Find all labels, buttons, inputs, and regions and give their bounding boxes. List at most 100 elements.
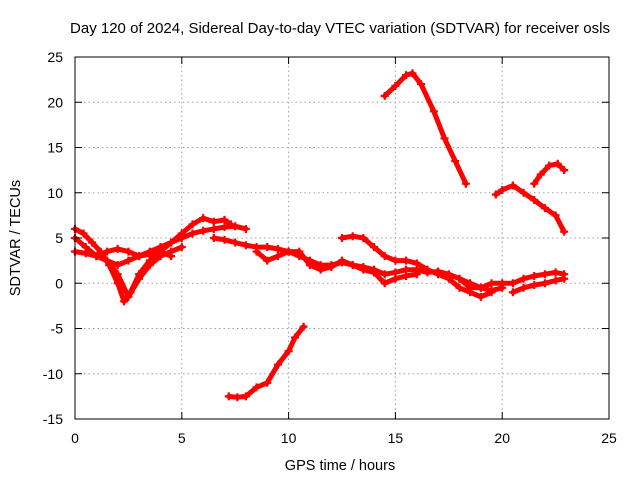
data-point — [408, 69, 417, 78]
data-point — [295, 247, 304, 256]
data-point — [92, 252, 101, 261]
data-point — [540, 279, 549, 288]
data-point — [487, 288, 496, 297]
data-point — [188, 229, 197, 238]
data-point — [273, 252, 282, 261]
data-point — [241, 241, 250, 250]
data-point — [220, 215, 229, 224]
data-point — [423, 265, 432, 274]
data-point — [252, 247, 261, 256]
data-point — [391, 81, 400, 90]
data-point — [380, 270, 389, 279]
data-point — [560, 166, 569, 175]
data-point — [530, 272, 539, 281]
series-arc-f — [252, 247, 421, 288]
data-point — [560, 227, 569, 236]
data-point — [491, 190, 500, 199]
data-point — [135, 274, 144, 283]
data-point — [530, 179, 539, 188]
data-point — [209, 234, 218, 242]
data-point — [252, 383, 261, 392]
data-point — [145, 261, 154, 270]
data-point — [487, 279, 496, 288]
series-arc-l — [455, 268, 569, 292]
data-point — [540, 204, 549, 213]
data-point — [177, 243, 186, 252]
data-point — [273, 360, 282, 369]
x-tick-label: 0 — [71, 430, 79, 446]
data-point — [476, 283, 485, 292]
data-point — [519, 274, 528, 283]
data-point — [284, 247, 293, 256]
y-tick-label: 0 — [55, 275, 63, 291]
data-point — [380, 279, 389, 288]
data-point — [156, 247, 165, 256]
data-point — [209, 217, 218, 226]
series-layer — [71, 69, 569, 402]
data-point — [508, 181, 517, 190]
data-point — [508, 279, 517, 288]
data-point — [338, 256, 346, 265]
data-point — [209, 224, 218, 233]
data-point — [402, 256, 411, 265]
data-point — [359, 265, 368, 274]
x-tick-label: 15 — [388, 430, 404, 446]
data-point — [199, 214, 208, 223]
data-point — [519, 283, 528, 292]
y-tick-label: 20 — [47, 94, 63, 110]
y-tick-label: 15 — [47, 140, 63, 156]
data-point — [263, 378, 272, 387]
y-tick-label: 5 — [55, 230, 63, 246]
data-point — [188, 220, 197, 229]
data-point — [545, 161, 554, 170]
y-axis-label: SDTVAR / TECUs — [8, 180, 24, 296]
ticks: 0 5 10 15 20 25 -15 -10 -5 0 5 10 15 20 25 — [43, 49, 617, 446]
data-point — [81, 243, 90, 252]
data-point — [167, 252, 176, 261]
data-point — [519, 188, 528, 197]
x-tick-label: 20 — [494, 430, 510, 446]
data-point — [199, 226, 208, 235]
data-point — [103, 247, 112, 256]
y-tick-label: 25 — [47, 49, 63, 65]
series-arc-g — [338, 232, 496, 301]
data-point — [327, 262, 336, 271]
data-point — [103, 256, 112, 265]
data-point — [551, 276, 560, 285]
data-point — [402, 71, 411, 80]
data-point — [124, 256, 133, 265]
data-point — [391, 274, 400, 283]
y-tick-label: -15 — [43, 411, 63, 427]
data-point — [455, 274, 464, 283]
data-point — [412, 259, 421, 268]
data-point — [299, 322, 308, 331]
y-tick-label: -5 — [51, 321, 64, 337]
data-point — [429, 107, 438, 116]
data-point — [145, 250, 154, 259]
data-point — [380, 252, 389, 261]
data-point — [263, 256, 272, 265]
data-point — [124, 292, 133, 301]
data-point — [113, 244, 122, 253]
data-point — [338, 234, 346, 242]
data-point — [120, 297, 129, 306]
data-point — [241, 224, 250, 233]
data-point — [530, 195, 539, 204]
data-point — [444, 274, 453, 283]
data-point — [417, 80, 426, 89]
y-tick-label: 10 — [47, 185, 63, 201]
data-point — [224, 392, 233, 401]
data-point — [263, 243, 272, 252]
data-point — [135, 252, 144, 261]
data-point — [220, 235, 229, 244]
chart-title: Day 120 of 2024, Sidereal Day-to-day VTE… — [70, 20, 610, 37]
data-point — [530, 281, 539, 290]
data-point — [231, 222, 240, 231]
data-point — [412, 270, 421, 279]
data-point — [113, 261, 122, 270]
data-point — [370, 243, 379, 252]
series-arc-j — [491, 181, 569, 236]
data-point — [124, 247, 133, 256]
series-line — [254, 249, 420, 286]
data-point — [434, 270, 443, 279]
